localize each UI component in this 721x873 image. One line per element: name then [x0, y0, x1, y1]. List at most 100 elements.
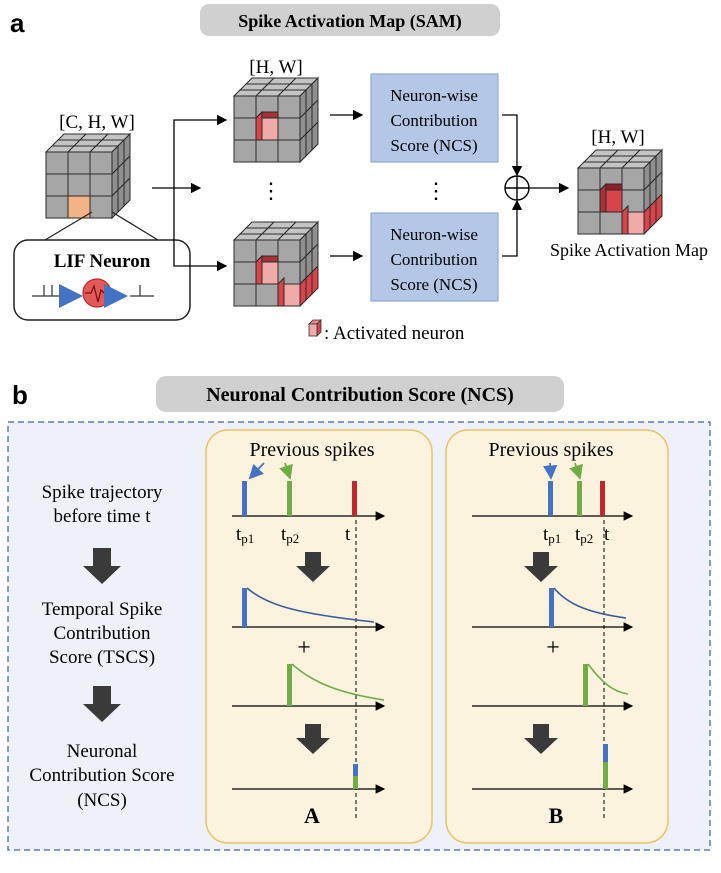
tscs-spike-tp2-b [583, 664, 588, 706]
input-spike-train-icon [32, 285, 66, 297]
cube-cell-side [311, 120, 319, 152]
ncs-box-top-line3: Score (NCS) [390, 136, 477, 155]
spike-tp2-a [287, 481, 292, 516]
ncs-blue-part-b [603, 744, 608, 762]
down-arrow-icon [296, 552, 330, 582]
step-ncs-line2: Contribution Score [29, 765, 174, 786]
case-b-card: Previous spikes tp1 tp2 t + B [445, 429, 669, 844]
cube-cell [233, 261, 257, 285]
activated-neuron-inner [277, 276, 285, 307]
activated-neuron-inner [599, 182, 607, 213]
down-arrow-icon [83, 548, 121, 584]
output-spike-train-icon [130, 285, 154, 297]
step-tscs-line3: Score (TSCS) [49, 647, 155, 668]
vertical-ellipsis-left: ⋮ [260, 178, 282, 203]
activated-neuron-legend-text: : Activated neuron [324, 323, 465, 344]
ncs-green-part-a [353, 776, 358, 789]
panel-b-letter: b [12, 380, 28, 410]
timestep-map-cube-bottom [232, 220, 320, 308]
case-b-label: B [549, 803, 564, 828]
cube-cell-side [655, 192, 663, 224]
activated-neuron-inner [255, 254, 263, 285]
tscs-decay-curve-b2 [587, 663, 629, 695]
tscs-spike-tp1-a [242, 588, 247, 627]
spike-activation-map-cube [576, 148, 664, 236]
cube-cell [233, 283, 257, 307]
branch-arrow-bottom [173, 188, 228, 272]
spike-activation-map-label: Spike Activation Map [550, 240, 708, 260]
tscs-spike-tp1-b [549, 588, 554, 627]
previous-spike-pointer-a1 [248, 462, 265, 480]
cube-cell [67, 173, 91, 197]
cube-cell [233, 239, 257, 263]
cube-cell [255, 139, 279, 163]
cube-cell [45, 151, 69, 175]
plus-symbol-a: + [297, 635, 311, 661]
cube-cell-side [311, 264, 319, 296]
cube-cell [621, 167, 645, 191]
cube-cell [277, 139, 301, 163]
cube-cell [277, 95, 301, 119]
step-tscs-line1: Temporal Spike [42, 599, 163, 620]
activated-neuron-legend-icon [308, 319, 322, 337]
spike-t-b [600, 481, 605, 516]
down-arrow-icon [524, 552, 558, 582]
input-tensor-cube [44, 132, 132, 220]
cube-cell [89, 151, 113, 175]
map-shape-top-label: [H, W] [249, 57, 302, 78]
map-shape-out-label: [H, W] [591, 127, 644, 148]
cube-cell [67, 151, 91, 175]
tscs-spike-tp2-a [287, 664, 292, 706]
branch-arrow-top [173, 114, 228, 188]
cube-cell [45, 195, 69, 219]
activated-neuron-inner [255, 110, 263, 141]
plus-symbol-b: + [546, 635, 560, 661]
spike-tp1-b [548, 481, 553, 516]
ncs-box-bottom: Neuron-wise Contribution Score (NCS) [370, 212, 499, 302]
cube-cell [89, 195, 113, 219]
ncs-to-sum-arrow-top [502, 114, 523, 177]
panel-a-title-pill [200, 4, 500, 36]
ncs-to-sum-arrow-bottom [502, 199, 523, 257]
ncs-green-part-b [603, 762, 608, 789]
step-tscs-line2: Contribution [53, 623, 151, 644]
ncs-box-top-line2: Contribution [391, 111, 478, 130]
previous-spikes-label-a: Previous spikes [250, 439, 375, 461]
ncs-box-top-line1: Neuron-wise [390, 86, 478, 105]
tscs-decay-curve-a1 [246, 587, 375, 623]
tscs-decay-curve-a2 [291, 663, 385, 701]
down-arrow-icon [524, 724, 558, 754]
lif-neuron-label: LIF Neuron [54, 251, 151, 272]
tick-t-b: t [604, 524, 610, 545]
panel-a-title: Spike Activation Map (SAM) [238, 11, 462, 32]
spike-tp1-a [242, 481, 247, 516]
step-trajectory-line2: before time t [53, 506, 151, 527]
previous-spike-pointer-a2 [279, 462, 293, 480]
cube-cell [233, 95, 257, 119]
panel-b-title: Neuronal Contribution Score (NCS) [206, 384, 514, 406]
ncs-box-top: Neuron-wise Contribution Score (NCS) [370, 73, 499, 163]
step-trajectory-line1: Spike trajectory [42, 482, 163, 503]
down-arrow-icon [296, 724, 330, 754]
activated-neuron-inner [621, 204, 629, 235]
cube-cell [277, 239, 301, 263]
case-a-label: A [304, 803, 320, 828]
vertical-ellipsis-right: ⋮ [425, 178, 447, 203]
input-shape-label: [C, H, W] [59, 112, 135, 133]
case-a-card: Previous spikes tp1 tp2 t + A [205, 429, 433, 844]
previous-spike-pointer-b1 [542, 462, 558, 480]
tscs-decay-curve-b1 [553, 587, 627, 619]
step-ncs-line1: Neuronal [67, 741, 138, 762]
cube-cell [277, 117, 301, 141]
cube-cell [577, 211, 601, 235]
cube-cell [45, 173, 69, 197]
cube-cell [233, 117, 257, 141]
cube-cell [255, 283, 279, 307]
ncs-blue-part-a [353, 764, 358, 776]
spike-tp2-b [577, 481, 582, 516]
ncs-box-bottom-line3: Score (NCS) [390, 275, 477, 294]
step-ncs-line3: (NCS) [77, 790, 127, 811]
zoom-line-left [44, 211, 93, 241]
cube-cell-side [123, 176, 131, 208]
